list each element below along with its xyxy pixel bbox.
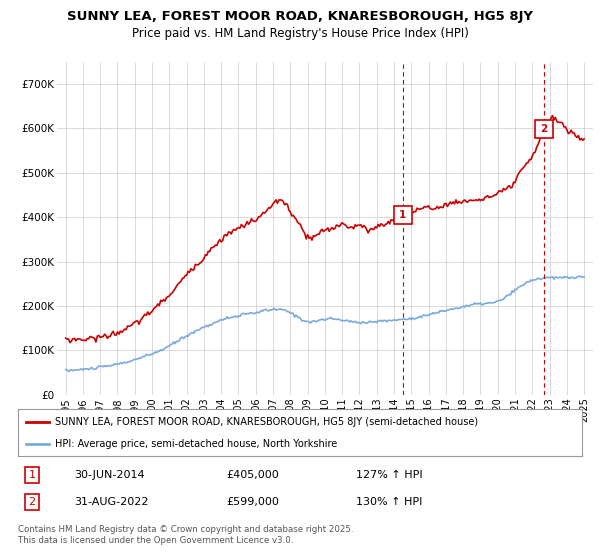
Text: £599,000: £599,000 xyxy=(227,497,280,507)
Text: Contains HM Land Registry data © Crown copyright and database right 2025.
This d: Contains HM Land Registry data © Crown c… xyxy=(18,525,353,545)
Text: 2: 2 xyxy=(29,497,35,507)
Text: 1: 1 xyxy=(399,210,406,220)
Text: 1: 1 xyxy=(29,470,35,480)
Text: £405,000: £405,000 xyxy=(227,470,280,480)
Text: SUNNY LEA, FOREST MOOR ROAD, KNARESBOROUGH, HG5 8JY: SUNNY LEA, FOREST MOOR ROAD, KNARESBOROU… xyxy=(67,10,533,23)
Text: 31-AUG-2022: 31-AUG-2022 xyxy=(74,497,149,507)
Text: 30-JUN-2014: 30-JUN-2014 xyxy=(74,470,145,480)
Text: 127% ↑ HPI: 127% ↑ HPI xyxy=(356,470,423,480)
Text: SUNNY LEA, FOREST MOOR ROAD, KNARESBOROUGH, HG5 8JY (semi-detached house): SUNNY LEA, FOREST MOOR ROAD, KNARESBOROU… xyxy=(55,417,478,427)
Text: 2: 2 xyxy=(540,124,548,134)
Text: Price paid vs. HM Land Registry's House Price Index (HPI): Price paid vs. HM Land Registry's House … xyxy=(131,27,469,40)
Text: HPI: Average price, semi-detached house, North Yorkshire: HPI: Average price, semi-detached house,… xyxy=(55,438,337,449)
Text: 130% ↑ HPI: 130% ↑ HPI xyxy=(356,497,423,507)
